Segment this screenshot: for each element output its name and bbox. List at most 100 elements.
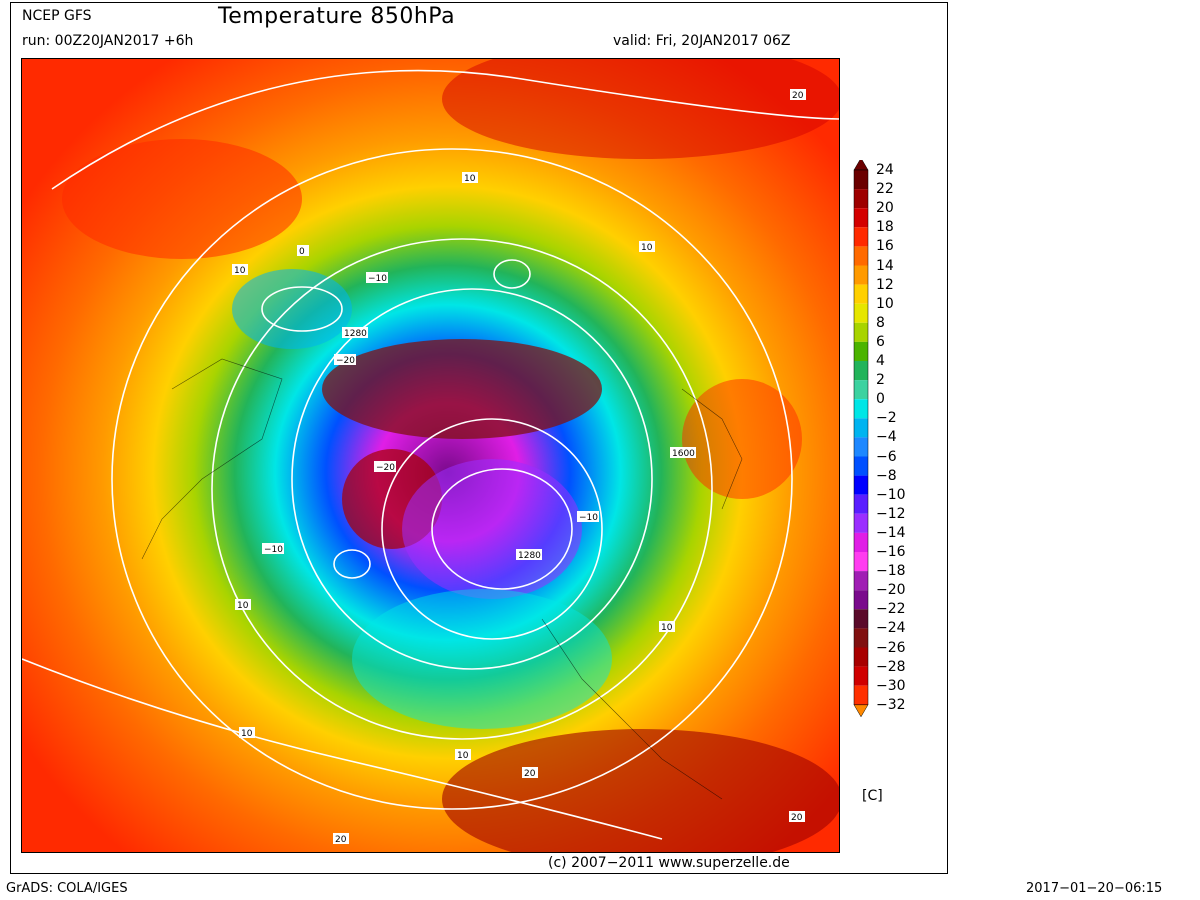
temperature-map: 10 10 10 0 −10 −20 1280 −20 1280 1600 −1…: [21, 58, 840, 853]
legend-swatch: [854, 590, 868, 610]
software-credit: GrADS: COLA/IGES: [6, 881, 128, 896]
legend-swatch: [854, 532, 868, 552]
contour-label: 10: [661, 623, 673, 633]
copyright-credit: (c) 2007−2011 www.superzelle.de: [548, 855, 790, 871]
coastlines: [141, 358, 743, 800]
legend-label: −22: [876, 601, 906, 618]
cold-region: [232, 269, 352, 349]
legend-swatch: [854, 437, 868, 457]
legend-swatch: [854, 322, 868, 342]
render-timestamp: 2017−01−20−06:15: [1026, 881, 1163, 896]
warm-region: [442, 59, 839, 159]
legend-label: 18: [876, 219, 894, 236]
contour-label: −20: [336, 356, 355, 366]
legend-swatch: [854, 513, 868, 533]
legend-label: −4: [876, 429, 897, 446]
legend-swatch: [854, 685, 868, 705]
legend-swatch: [854, 246, 868, 266]
legend-label: −32: [876, 696, 906, 713]
legend-label: 6: [876, 333, 885, 350]
legend-swatch: [854, 341, 868, 361]
legend-label: −2: [876, 410, 897, 427]
legend-label: 22: [876, 181, 894, 198]
contour-label: 1600: [672, 449, 695, 459]
legend-swatch: [854, 628, 868, 648]
legend-label: −20: [876, 582, 906, 599]
legend-swatch: [854, 265, 868, 285]
contour-label: 20: [335, 835, 347, 845]
legend-swatch: [854, 609, 868, 629]
legend-label: 10: [876, 295, 894, 312]
legend-swatch: [854, 494, 868, 514]
legend-arrow-bottom: [853, 704, 869, 718]
legend-label: 14: [876, 257, 894, 274]
warm-region: [682, 379, 802, 499]
legend-swatch: [854, 361, 868, 381]
legend-label: −30: [876, 677, 906, 694]
legend-label: −12: [876, 505, 906, 522]
contour-label: 10: [241, 729, 253, 739]
cold-region: [402, 459, 582, 599]
color-legend: [853, 160, 869, 718]
contour-labels: 10 10 10 0 −10 −20 1280 −20 1280 1600 −1…: [232, 89, 806, 845]
legend-swatch: [854, 475, 868, 495]
legend-swatch: [854, 170, 868, 190]
legend-label: 16: [876, 238, 894, 255]
legend-swatch: [854, 189, 868, 209]
chart-title: Temperature 850hPa: [218, 4, 456, 29]
cool-region: [352, 589, 612, 729]
legend-outline: [853, 169, 869, 706]
contour-label: 20: [791, 813, 803, 823]
run-info: run: 00Z20JAN2017 +6h: [22, 33, 194, 49]
legend-label: 12: [876, 276, 894, 293]
legend-swatch: [854, 227, 868, 247]
legend-swatch: [854, 456, 868, 476]
legend-label: 8: [876, 314, 885, 331]
contour-label: 1280: [344, 329, 367, 339]
legend-label: −24: [876, 620, 906, 637]
legend-swatch: [854, 380, 868, 400]
contour-label: −20: [376, 463, 395, 473]
contour-label: 1280: [518, 551, 541, 561]
legend-label: 20: [876, 200, 894, 217]
contour-label: −10: [264, 545, 283, 555]
legend-label: −10: [876, 486, 906, 503]
legend-swatch: [854, 399, 868, 419]
legend-swatch: [854, 552, 868, 572]
contour-label: −10: [368, 274, 387, 284]
contour-label: 20: [524, 769, 536, 779]
model-source: NCEP GFS: [22, 8, 92, 24]
legend-swatch: [854, 418, 868, 438]
legend-label: −18: [876, 563, 906, 580]
contour-label: 20: [792, 91, 804, 101]
contour-label: 10: [457, 751, 469, 761]
legend-label: −8: [876, 467, 897, 484]
legend-label: −26: [876, 639, 906, 656]
legend-swatch: [854, 284, 868, 304]
legend-arrow-top: [853, 160, 869, 171]
warm-region: [62, 139, 302, 259]
legend-label: −14: [876, 524, 906, 541]
isotherm-contours: [22, 69, 839, 840]
legend-swatch: [854, 208, 868, 228]
legend-swatch: [854, 666, 868, 686]
legend-label: 4: [876, 353, 885, 369]
legend-swatch: [854, 303, 868, 323]
valid-time: valid: Fri, 20JAN2017 06Z: [613, 33, 791, 49]
contour-label: −10: [579, 513, 598, 523]
cold-core: [322, 339, 602, 439]
legend-label: −6: [876, 448, 897, 465]
legend-label: −16: [876, 544, 906, 560]
contour-label: 0: [299, 247, 305, 257]
warm-region: [442, 729, 839, 852]
legend-unit: [C]: [862, 788, 883, 804]
legend-label: 2: [876, 372, 885, 389]
legend-swatch: [854, 571, 868, 591]
legend-swatch: [854, 647, 868, 667]
legend-label: −28: [876, 658, 906, 675]
contour-label: 10: [641, 243, 653, 253]
contour-label: 10: [237, 601, 249, 611]
contour-label: 10: [464, 174, 476, 184]
legend-label: 24: [876, 162, 894, 178]
legend-label: 0: [876, 391, 885, 408]
